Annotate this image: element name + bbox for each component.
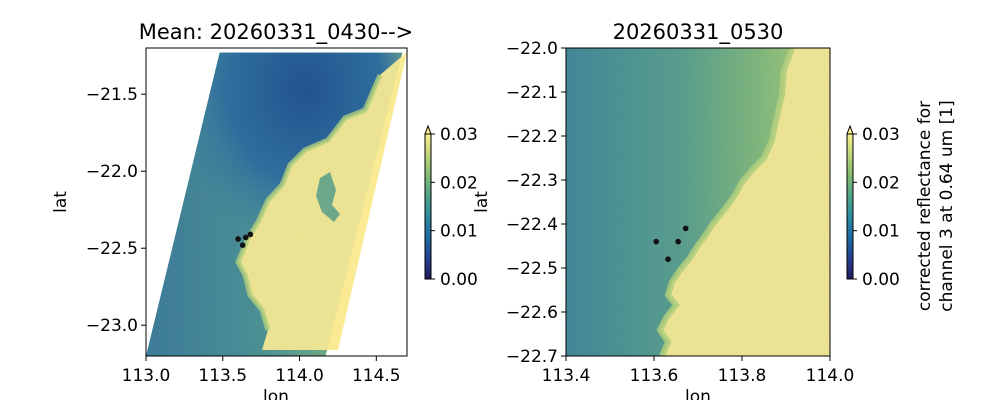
left-image-area [146, 52, 407, 356]
left-colorbar-extend-arrow [424, 124, 432, 135]
site-marker [665, 256, 671, 263]
left-y-axis-label: lat [51, 191, 71, 213]
left-colorbar-bar [424, 133, 432, 280]
right-colorbar-bar [846, 133, 854, 280]
left-panel: Mean: 20260331_0430--> 113.0 113.5 114.0 11… [51, 20, 478, 400]
colorbar-tick-label: 0.01 [862, 222, 900, 242]
site-marker [235, 236, 241, 242]
y-tick-label: −22.5 [506, 259, 558, 279]
left-axes-frame [145, 47, 408, 357]
site-marker [675, 238, 681, 245]
y-tick-label: −21.5 [86, 85, 138, 105]
right-colorbar-extend-arrow [846, 124, 854, 135]
right-axes-frame [565, 47, 831, 357]
right-colorbar-ticks: 0.00 0.01 0.02 0.03 [853, 125, 900, 290]
left-colorbar: 0.00 0.01 0.02 0.03 [424, 124, 478, 290]
left-y-ticks: −21.5 −22.0 −22.5 −23.0 [86, 85, 146, 336]
colorbar-tick-label: 0.00 [440, 270, 478, 290]
colorbar-label-line-1: corrected reflectance for [915, 101, 935, 311]
left-x-axis-label: lon [263, 387, 289, 400]
left-marker-group [235, 231, 254, 248]
x-tick-label: 113.4 [542, 366, 591, 386]
y-tick-label: −22.4 [506, 215, 558, 235]
x-tick-label: 114.0 [806, 366, 855, 386]
right-panel: 20260331_0530 113.4 113.6 113.8 114.0 −22.0… [472, 20, 957, 400]
site-marker [682, 225, 689, 232]
colorbar-tick-label: 0.00 [862, 270, 900, 290]
colorbar-tick-label: 0.03 [440, 125, 478, 145]
right-marker-group [653, 225, 689, 263]
y-tick-label: −23.0 [86, 316, 138, 336]
y-tick-label: −22.1 [506, 83, 558, 103]
right-y-axis-label: lat [472, 191, 492, 213]
site-marker [239, 242, 246, 248]
colorbar-label-line-2: channel 3 at 0.64 um [1] [937, 100, 957, 311]
x-tick-label: 113.8 [718, 366, 767, 386]
x-tick-label: 113.5 [198, 366, 247, 386]
y-tick-label: −22.6 [506, 303, 558, 323]
x-tick-label: 114.0 [275, 366, 324, 386]
right-x-axis-label: lon [685, 387, 711, 400]
x-tick-label: 113.0 [122, 366, 171, 386]
colorbar-tick-label: 0.01 [440, 222, 478, 242]
y-tick-label: −22.3 [506, 171, 558, 191]
colorbar-tick-label: 0.03 [862, 125, 900, 145]
right-image-area [566, 48, 830, 356]
right-y-ticks: −22.0 −22.1 −22.2 −22.3 −22.4 −22.5 −22.6 −22.7 [506, 39, 566, 367]
colorbar-tick-label: 0.02 [862, 173, 900, 193]
colorbar-tick-label: 0.02 [440, 173, 478, 193]
left-panel-title: Mean: 20260331_0430--> [139, 20, 414, 45]
y-tick-label: −22.5 [86, 239, 138, 259]
left-x-ticks: 113.0 113.5 114.0 114.5 [122, 356, 401, 386]
site-marker [653, 238, 659, 245]
site-marker [247, 231, 254, 238]
right-texture-overlay [566, 48, 830, 356]
x-tick-label: 114.5 [352, 366, 401, 386]
texture-overlay [146, 52, 403, 356]
y-tick-label: −22.0 [86, 162, 138, 182]
right-colorbar: 0.00 0.01 0.02 0.03 corrected reflectance f… [846, 100, 957, 312]
y-tick-label: −22.2 [506, 127, 558, 147]
y-tick-label: −22.7 [506, 347, 558, 367]
right-x-ticks: 113.4 113.6 113.8 114.0 [542, 356, 855, 386]
y-tick-label: −22.0 [506, 39, 558, 59]
x-tick-label: 113.6 [630, 366, 679, 386]
site-marker [242, 234, 249, 241]
left-colorbar-ticks: 0.00 0.01 0.02 0.03 [431, 125, 478, 290]
right-panel-title: 20260331_0530 [613, 20, 784, 45]
